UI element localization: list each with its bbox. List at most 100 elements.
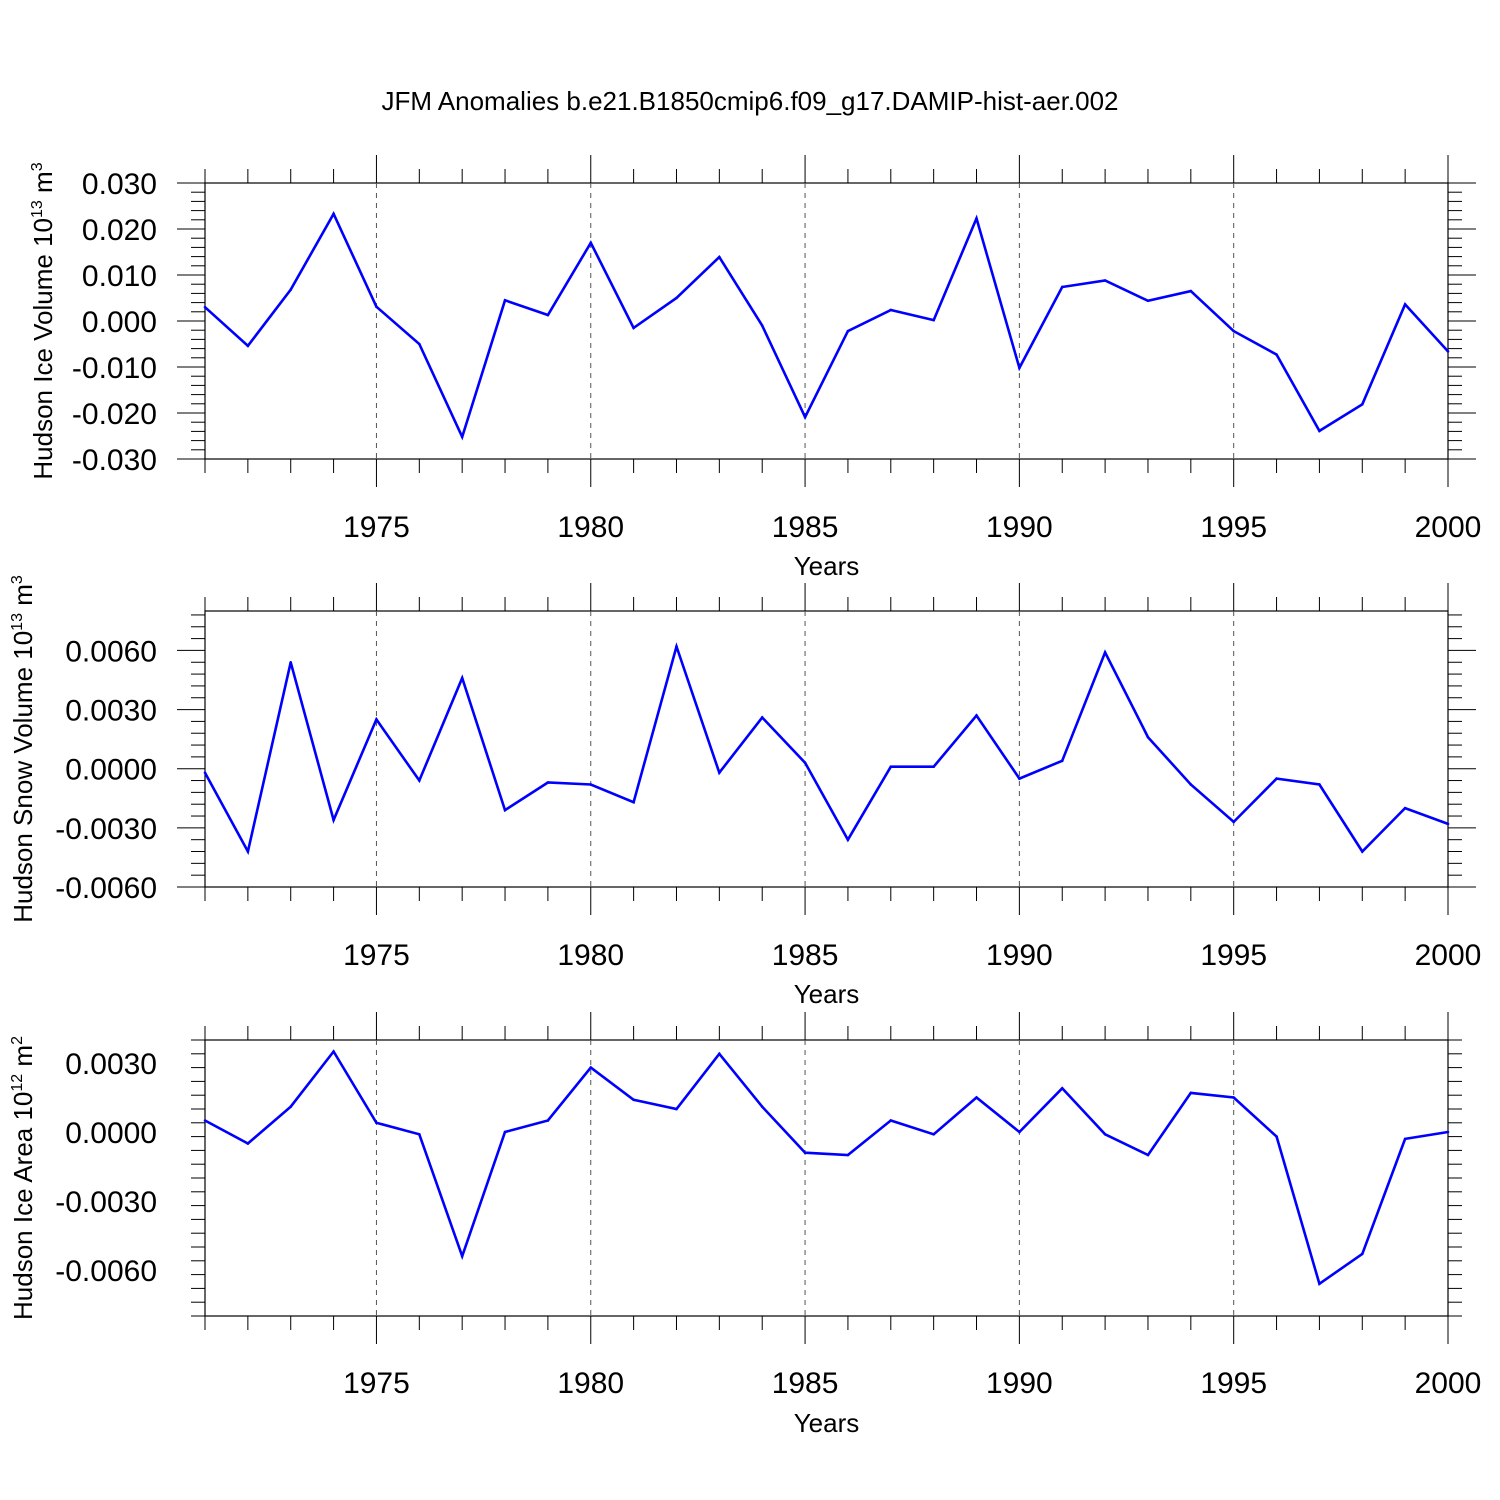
x-tick-label: 1985	[772, 1367, 839, 1400]
y-axis-label-text: Hudson Snow Volume 10	[8, 631, 38, 923]
figure-title: JFM Anomalies b.e21.B1850cmip6.f09_g17.D…	[381, 86, 1118, 116]
ice-volume-panel: 1975 1980 1985 1990 1995 2000 Years 0.030 0.020 0…	[28, 155, 1481, 581]
y-tick-label: 0.0000	[65, 1117, 157, 1150]
data-point	[375, 305, 378, 309]
data-point	[1232, 1096, 1235, 1099]
data-point	[1318, 429, 1321, 433]
data-point	[632, 1098, 635, 1102]
x-tick-label: 1980	[557, 511, 624, 544]
data-point	[332, 212, 335, 216]
data-point	[1232, 820, 1235, 824]
data-point	[589, 783, 593, 786]
data-point	[1060, 759, 1064, 763]
data-point	[932, 318, 935, 322]
data-point	[332, 1050, 335, 1053]
x-tick-label: 2000	[1415, 939, 1482, 972]
x-tick-label: 1990	[986, 939, 1053, 972]
data-point	[889, 308, 893, 312]
y-tick-label: -0.0030	[55, 813, 157, 846]
y-tick-label: 0.0000	[65, 754, 157, 787]
data-point	[460, 1254, 464, 1258]
x-tick-label: 1995	[1200, 1367, 1267, 1400]
x-tick-label: 2000	[1415, 511, 1482, 544]
x-axis-label: Years	[794, 551, 860, 581]
y-tick-label: 0.0030	[65, 1048, 157, 1081]
data-point	[803, 1151, 807, 1154]
data-point	[546, 1119, 550, 1122]
data-point	[1189, 289, 1193, 293]
data-point	[1446, 822, 1450, 826]
y-tick-label: -0.0060	[55, 1255, 157, 1288]
y-axis-label-text: Hudson Ice Area 10	[8, 1092, 38, 1320]
y-tick-label: -0.010	[72, 352, 157, 385]
y-axis-label-exponent: 13	[9, 613, 26, 631]
x-axis-label: Years	[794, 979, 860, 1009]
y-axis-label: Hudson Snow Volume 1013 m3	[8, 575, 38, 923]
y-axis-label-unit: m	[8, 584, 38, 613]
data-point	[1103, 279, 1107, 282]
data-point	[1189, 1091, 1193, 1095]
data-point	[1018, 366, 1021, 370]
data-point	[932, 765, 935, 769]
data-point	[246, 850, 250, 853]
data-point	[1060, 1087, 1064, 1090]
data-point	[1146, 1153, 1150, 1157]
y-axis-label: Hudson Ice Volume 1013 m3	[28, 162, 58, 479]
x-tick-label: 1985	[772, 939, 839, 972]
y-axis-label-text: Hudson Ice Volume 10	[28, 218, 58, 480]
data-point	[246, 344, 250, 348]
data-point	[1446, 350, 1450, 353]
snow-volume-panel: 1975 1980 1985 1990 1995 2000 Years 0.0060 0.003…	[8, 575, 1481, 1009]
data-point	[1403, 303, 1407, 306]
data-point	[203, 1119, 207, 1122]
data-point	[460, 435, 464, 439]
data-point	[1318, 1282, 1321, 1286]
x-tick-label: 1975	[343, 511, 410, 544]
data-point	[975, 714, 978, 717]
data-point	[803, 415, 807, 419]
x-tick-label: 1975	[343, 939, 410, 972]
data-point	[1232, 329, 1235, 333]
y-tick-label: -0.030	[72, 444, 157, 477]
series-line	[204, 210, 1449, 441]
data-point	[675, 645, 678, 648]
data-point	[846, 838, 850, 841]
y-tick-label: 0.0060	[65, 635, 157, 668]
x-tick-label: 1990	[986, 511, 1053, 544]
data-point	[1275, 1135, 1278, 1138]
data-point	[718, 255, 721, 259]
data-point	[718, 771, 721, 774]
data-point	[675, 1107, 678, 1111]
data-point	[760, 1105, 764, 1108]
data-point	[289, 1105, 293, 1108]
data-point	[889, 765, 893, 769]
data-point	[1146, 735, 1150, 739]
x-tick-label: 1990	[986, 1367, 1053, 1400]
data-point	[1018, 1130, 1021, 1134]
data-point	[1360, 850, 1364, 853]
data-point	[1318, 783, 1321, 786]
y-axis-label-unit: m	[8, 1045, 38, 1074]
data-point	[418, 342, 421, 346]
data-point	[1403, 1137, 1407, 1141]
data-point	[246, 1142, 250, 1145]
data-point	[1103, 1133, 1107, 1136]
data-point	[1018, 777, 1021, 780]
y-axis-label: Hudson Ice Area 1012 m2	[8, 1036, 38, 1320]
y-tick-label: 0.020	[82, 214, 157, 247]
data-point	[546, 781, 550, 784]
ice-area-panel: 1975 1980 1985 1990 1995 2000 Years 0.0030 0.000…	[8, 1012, 1481, 1438]
data-point	[632, 326, 635, 330]
data-point	[503, 1130, 507, 1134]
data-point	[1446, 1130, 1450, 1134]
data-point	[975, 217, 978, 220]
data-point	[546, 313, 550, 317]
data-point	[1360, 1252, 1364, 1256]
x-tick-label: 1995	[1200, 939, 1267, 972]
data-point	[289, 660, 293, 664]
data-point	[418, 1133, 421, 1136]
data-point	[632, 800, 635, 804]
data-point	[503, 808, 507, 812]
y-tick-label: 0.030	[82, 168, 157, 201]
